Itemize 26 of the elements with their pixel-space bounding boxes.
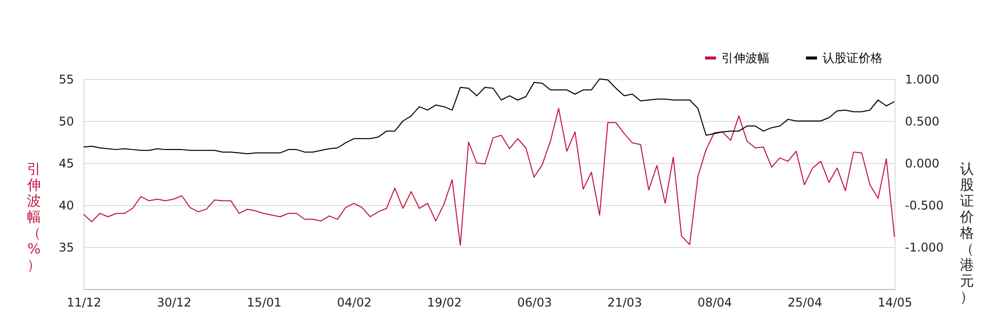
y2-tick-label: 1.000 [905, 72, 940, 86]
x-tick-label: 25/04 [788, 296, 822, 310]
y-tick-label: 50 [58, 114, 74, 128]
y2-tick-label: -1.000 [905, 240, 944, 254]
x-tick-label: 06/03 [517, 296, 552, 310]
y-tick-label: 35 [58, 240, 74, 254]
x-tick-label: 04/02 [337, 296, 372, 310]
x-tick-label: 08/04 [697, 296, 732, 310]
line-series [83, 78, 895, 154]
y-tick-label: 55 [58, 72, 74, 86]
text: 认股证价格（港元） [960, 162, 974, 306]
x-tick-label: 14/05 [878, 296, 912, 310]
y2-tick-label: 0.500 [905, 114, 940, 128]
legend-label: 引伸波幅 [722, 51, 770, 65]
legend-label: 认股证价格 [822, 51, 882, 65]
y2-tick-label: 0.000 [905, 156, 940, 170]
y-tick-label: 40 [58, 198, 74, 212]
x-tick-label: 21/03 [607, 296, 642, 310]
x-tick-label: 11/12 [66, 296, 102, 310]
x-tick-label: 30/12 [156, 296, 192, 310]
x-tick-label: 15/01 [246, 296, 282, 310]
y2-tick-label: -0.500 [905, 198, 944, 212]
x-tick-label: 19/02 [427, 296, 462, 310]
y-tick-label: 45 [58, 156, 74, 170]
y-axis-title: 引伸波幅（%） [26, 162, 41, 274]
line-series [83, 108, 895, 246]
